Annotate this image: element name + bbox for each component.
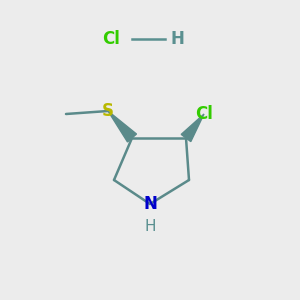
- Text: H: H: [144, 219, 156, 234]
- Text: N: N: [143, 195, 157, 213]
- Text: Cl: Cl: [102, 30, 120, 48]
- Polygon shape: [108, 111, 136, 142]
- Polygon shape: [181, 114, 204, 142]
- Text: Cl: Cl: [195, 105, 213, 123]
- Text: S: S: [102, 102, 114, 120]
- Text: H: H: [170, 30, 184, 48]
